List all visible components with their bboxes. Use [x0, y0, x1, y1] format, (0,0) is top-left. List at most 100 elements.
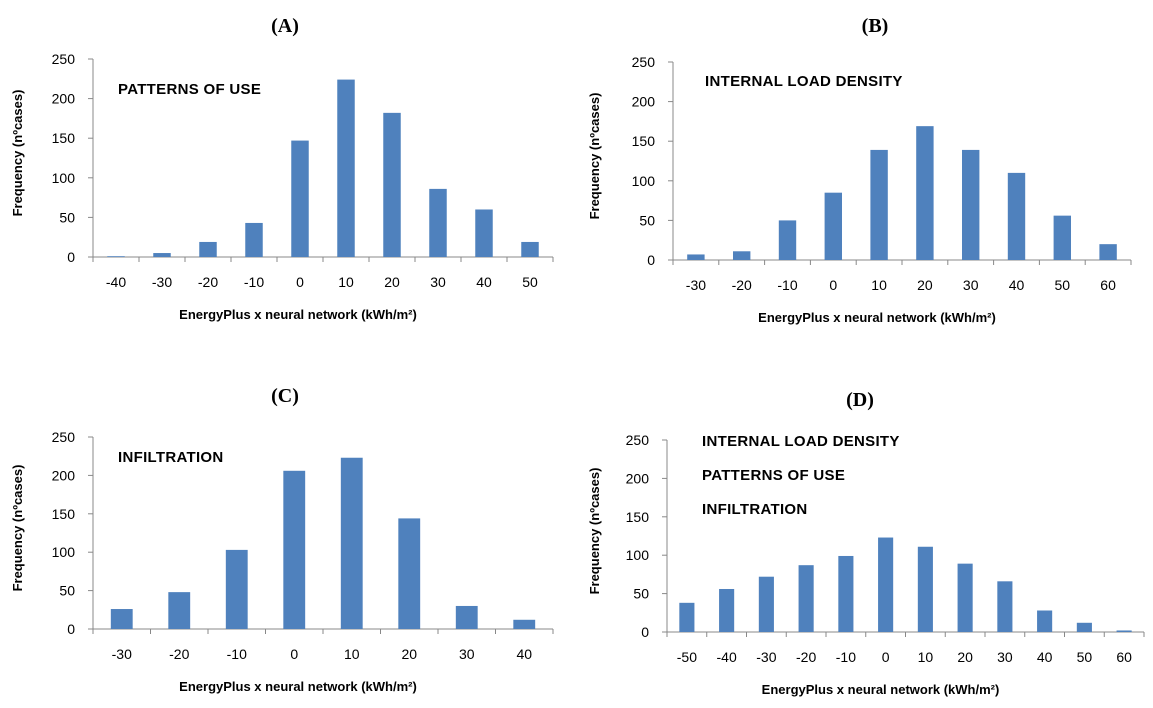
bar-10 — [870, 149, 888, 260]
y-tick-label: 50 — [633, 586, 649, 602]
y-axis-title: Frequency (nºcases) — [587, 468, 602, 595]
bar--30 — [110, 609, 133, 629]
y-tick-label: 0 — [67, 621, 75, 637]
bar-0 — [291, 140, 309, 257]
x-tick-label: 0 — [296, 274, 304, 290]
bar-60 — [1116, 630, 1132, 632]
x-tick-label: -40 — [717, 649, 737, 665]
y-tick-label: 100 — [632, 173, 656, 189]
x-tick-label: 40 — [1009, 277, 1025, 293]
annotation-label: INFILTRATION — [702, 501, 808, 518]
panel-label: (A) — [271, 15, 299, 37]
y-tick-label: 50 — [639, 212, 655, 228]
y-tick-label: 200 — [632, 94, 656, 110]
chart-panel-d: (D) 0 50 100 150 200 250 -50 -40 -30 -20 -10 0 10 20 30… — [577, 354, 1153, 708]
y-tick-label: 250 — [626, 432, 650, 448]
bar-50 — [1076, 622, 1092, 632]
bar--10 — [838, 555, 854, 632]
bar--30 — [687, 254, 705, 260]
x-tick-label: 50 — [1077, 649, 1093, 665]
bar--10 — [245, 222, 263, 257]
x-axis-title: EnergyPlus x neural network (kWh/m²) — [758, 310, 996, 325]
y-tick-label: 200 — [626, 470, 650, 486]
chart-panel-c: (C) 0 50 100 150 200 250 -30 -20 -10 0 10 20 30 40 Ener… — [0, 354, 576, 708]
x-tick-label: 0 — [882, 649, 890, 665]
x-tick-label: 50 — [1055, 277, 1071, 293]
x-tick-label: 40 — [1037, 649, 1053, 665]
bar-30 — [429, 188, 447, 257]
bar-30 — [455, 605, 478, 629]
bar-40 — [1007, 172, 1026, 260]
y-axis-title: Frequency (nºcases) — [587, 93, 602, 220]
panel-label: (B) — [862, 15, 889, 37]
x-tick-label: -10 — [777, 277, 797, 293]
y-axis-title: Frequency (nºcases) — [10, 465, 25, 592]
x-tick-label: 10 — [871, 277, 887, 293]
x-tick-label: -30 — [112, 646, 132, 662]
bar-40 — [513, 619, 536, 629]
chart-panel-a: (A) 0 50 100 150 200 250 -40 -30 -20 -10 0 10 20 30 40 5… — [0, 0, 576, 354]
y-tick-label: 200 — [52, 91, 76, 107]
annotation-label: PATTERNS OF USE — [702, 467, 845, 484]
x-tick-label: 20 — [384, 274, 400, 290]
y-tick-label: 150 — [52, 130, 76, 146]
bar-0 — [824, 192, 843, 260]
y-tick-label: 150 — [632, 133, 656, 149]
bar-0 — [878, 537, 894, 632]
y-tick-label: 50 — [59, 583, 75, 599]
y-tick-label: 50 — [59, 209, 75, 225]
x-tick-label: -50 — [677, 649, 697, 665]
y-tick-label: 0 — [641, 624, 649, 640]
x-tick-label: -20 — [169, 646, 189, 662]
x-tick-label: -40 — [106, 274, 126, 290]
bar-0 — [283, 470, 306, 629]
bar--20 — [199, 241, 217, 257]
x-tick-label: 30 — [430, 274, 446, 290]
y-tick-label: 100 — [52, 544, 76, 560]
bar--20 — [168, 592, 191, 629]
x-tick-label: 20 — [401, 646, 417, 662]
chart-svg-c: (C) 0 50 100 150 200 250 -30 -20 -10 0 10 20 30 40 Ener… — [10, 385, 554, 694]
x-axis-title: EnergyPlus x neural network (kWh/m²) — [762, 682, 1000, 697]
bar-10 — [917, 546, 933, 632]
panel-label: (D) — [846, 389, 874, 411]
bar--50 — [679, 602, 695, 632]
annotation-label: INTERNAL LOAD DENSITY — [702, 433, 900, 450]
x-tick-label: 50 — [522, 274, 538, 290]
x-tick-label: 60 — [1100, 277, 1116, 293]
x-tick-label: 40 — [516, 646, 532, 662]
bar-40 — [475, 209, 493, 257]
y-axis-title: Frequency (nºcases) — [10, 90, 25, 217]
chart-panel-b: (B) 0 50 100 150 200 250 -30 -20 -10 0 10 20 30 40 50 60… — [577, 0, 1153, 354]
bar-20 — [398, 518, 421, 629]
bar--30 — [758, 576, 774, 632]
y-tick-label: 100 — [626, 547, 650, 563]
x-tick-label: 30 — [997, 649, 1013, 665]
x-tick-label: -20 — [198, 274, 218, 290]
x-tick-label: -30 — [686, 277, 706, 293]
y-tick-label: 150 — [626, 509, 650, 525]
bar-20 — [957, 563, 973, 632]
x-axis-title: EnergyPlus x neural network (kWh/m²) — [179, 679, 417, 694]
annotation-label: INFILTRATION — [118, 449, 224, 466]
x-tick-label: 0 — [290, 646, 298, 662]
x-tick-label: 30 — [459, 646, 475, 662]
chart-svg-d: (D) 0 50 100 150 200 250 -50 -40 -30 -20 -10 0 10 20 30… — [587, 389, 1145, 697]
x-tick-label: 30 — [963, 277, 979, 293]
x-tick-label: -20 — [732, 277, 752, 293]
x-tick-label: -10 — [244, 274, 264, 290]
x-tick-label: 20 — [957, 649, 973, 665]
x-axis-title: EnergyPlus x neural network (kWh/m²) — [179, 307, 417, 322]
x-tick-label: 10 — [338, 274, 354, 290]
y-tick-label: 100 — [52, 170, 76, 186]
y-tick-label: 0 — [67, 249, 75, 265]
x-tick-label: 20 — [917, 277, 933, 293]
x-tick-label: -10 — [227, 646, 247, 662]
bar-30 — [997, 581, 1013, 632]
y-tick-label: 150 — [52, 506, 76, 522]
bar--30 — [153, 253, 171, 257]
x-tick-label: -30 — [152, 274, 172, 290]
x-tick-label: -20 — [796, 649, 816, 665]
bar-10 — [340, 457, 363, 629]
bar-20 — [383, 112, 401, 257]
